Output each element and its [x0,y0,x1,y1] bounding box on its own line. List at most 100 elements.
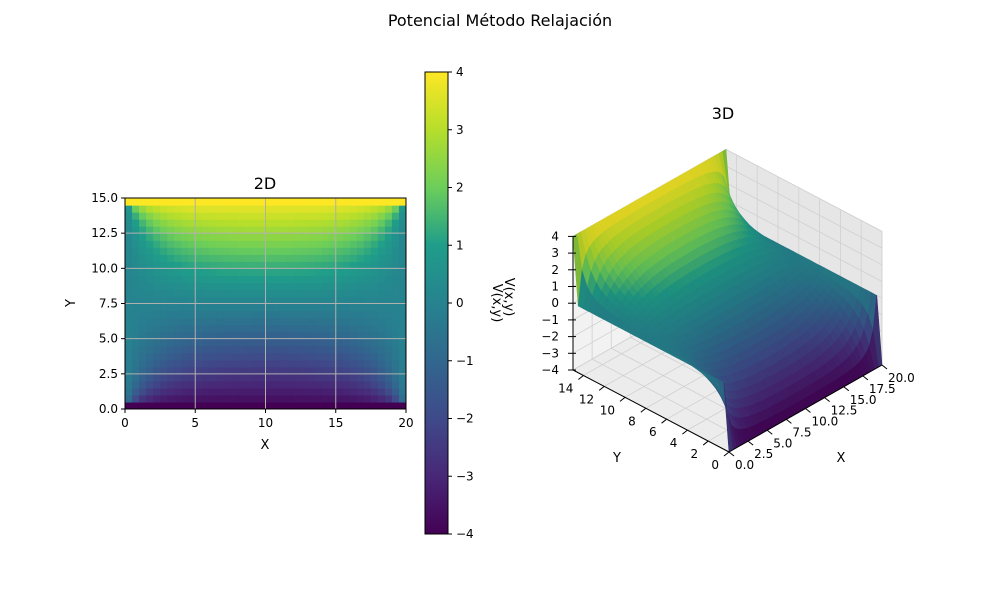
heatmap-cell [363,401,372,409]
heatmap-cell [321,380,330,389]
heatmap-cell [125,380,133,389]
heatmap-cell [307,254,316,262]
heatmap-cell [314,394,323,403]
heatmap-cell [188,275,196,283]
heatmap-cell [321,310,330,319]
heatmap-cell [146,310,154,319]
heatmap-cell [286,296,295,305]
heatmap-cell [279,233,288,241]
heatmap-cell [216,289,224,298]
heatmap-cell [321,401,330,409]
heatmap-cell [391,345,400,354]
heatmap-cell [167,219,175,227]
heatmap-cell [307,310,316,319]
heatmap-cell [209,205,217,213]
heatmap-cell [356,317,365,326]
heatmap-cell [209,359,217,368]
heatmap-cell [286,380,295,389]
heatmap-cell [349,366,358,375]
heatmap-cell [237,338,246,347]
heatmap-cell [139,289,147,298]
heatmap-cell [160,275,168,283]
heatmap-cell [398,352,406,361]
surface-y-tick [598,386,605,391]
surface-y-tick-label: 2 [691,447,699,461]
heatmap-cell [146,240,154,248]
heatmap-cell [167,366,175,375]
heatmap-cell [370,226,379,234]
colorbar-tick-label: 1 [456,238,464,252]
heatmap-cell [335,303,344,312]
heatmap-cell [139,359,147,368]
heatmap-cell [384,366,393,375]
heatmap-cell [384,268,393,276]
heatmap-cell [293,317,302,326]
heatmap-cell [146,289,154,298]
heatmap-cell [293,352,302,361]
heatmap-cell [258,387,267,396]
colorbar: −4 −3 −2 −1 0 1 2 3 4 V(x,y) [424,65,504,541]
heatmap-cell [272,261,281,269]
heatmap-cell [167,261,175,269]
heatmap-cell [167,352,175,361]
surface-z-tick-label: −1 [541,313,559,327]
surface-x-tick [881,364,888,370]
heatmap-cell [251,387,260,396]
heatmap-cell [202,282,210,291]
heatmap-cell [188,324,196,333]
heatmap-cell [160,394,168,403]
heatmap-cell [363,198,372,206]
heatmap-cell [321,254,330,262]
heatmap-cell [328,254,337,262]
heatmap-cell [314,366,323,375]
heatmap-cell [237,219,246,227]
heatmap-cell [146,352,154,361]
heatmap-cell [251,296,260,305]
heatmap-cell [363,373,372,382]
heatmap-cell [300,205,309,213]
heatmap-cell [153,247,161,255]
heatmap-cell [328,401,337,409]
heatmap-cell [265,303,274,312]
heatmap-cell [279,345,288,354]
heatmap-cell [160,296,168,305]
heatmap-cell [153,261,161,269]
heatmap-cell [363,352,372,361]
heatmap-cell [293,233,302,241]
heatmap-cell [328,310,337,319]
heatmap-cell [202,296,210,305]
heatmap-cell [174,303,182,312]
heatmap-cell [300,198,309,206]
heatmap-y-tick-label: 12.5 [91,226,118,240]
heatmap-cell [356,205,365,213]
heatmap-cell [398,289,406,298]
heatmap-cell [300,282,309,291]
heatmap-cell [356,324,365,333]
heatmap-cell [391,268,400,276]
heatmap-cell [265,254,274,262]
heatmap-cell [125,331,133,340]
heatmap-cell [342,345,351,354]
heatmap-cell [349,247,358,255]
heatmap-cell [181,212,189,220]
heatmap-cell [335,282,344,291]
heatmap-cell [279,401,288,409]
heatmap-cell [370,219,379,227]
heatmap-cell [391,387,400,396]
heatmap-cell [300,219,309,227]
heatmap-cell [314,205,323,213]
heatmap-cell [139,296,147,305]
heatmap-cell [377,275,386,283]
heatmap-cell [209,240,217,248]
heatmap-cell [223,212,231,220]
heatmap-cell [293,303,302,312]
heatmap-cell [258,247,267,255]
heatmap-cell [300,289,309,298]
heatmap-cell [146,226,154,234]
heatmap-cell [328,289,337,298]
heatmap-cell [265,401,274,409]
heatmap-cell [146,219,154,227]
heatmap-cell [209,226,217,234]
heatmap-cell [174,394,182,403]
